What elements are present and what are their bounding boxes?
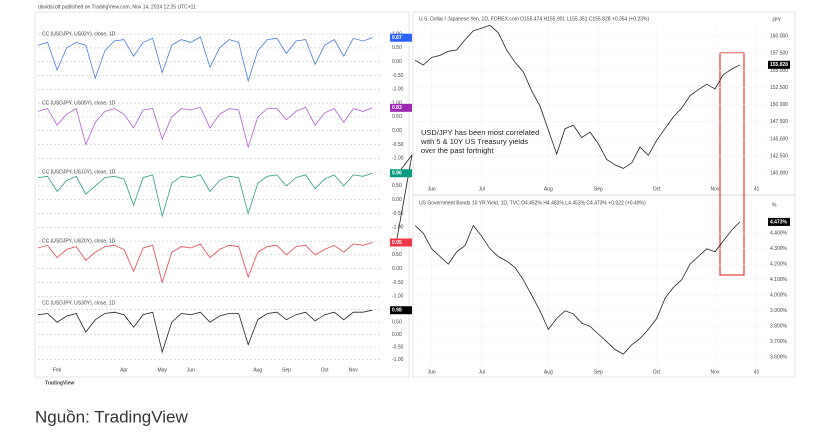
y-tick-label: 155.000 [770,68,788,74]
last-value-label: 0.83 [392,105,402,111]
chart-title: CC (USDJPY, US20Y), close, 1D [42,238,116,244]
y-tick-label: -1.00 [392,87,404,93]
x-tick-label: Oct [321,367,329,373]
x-tick-label: Feb [53,367,62,373]
unit-label: JPY [772,17,782,23]
last-value-label: 0.96 [392,171,402,177]
price-line [37,172,373,218]
x-tick-label: Aug [253,367,262,373]
last-value-badge [390,306,412,315]
chart-title: CC (USDJPY, US05Y), close, 1D [42,100,116,106]
y-tick-label: 0.00 [392,128,402,134]
x-tick-label: Oct [653,186,661,192]
x-tick-label: Sep [594,186,603,192]
annotation-box: USD/JPY has been most correlated with 5 … [421,128,540,155]
x-tick-label: Jun [428,186,436,192]
y-tick-label: 0.00 [392,266,402,272]
y-tick-label: 3.900% [770,308,788,314]
last-value-badge [390,33,412,42]
last-value-badge [768,217,790,226]
last-value-label: 0.95 [392,240,402,246]
y-tick-label: 140.000 [770,170,788,176]
price-line [37,309,373,354]
price-line [414,24,741,169]
x-tick-label: 41 [754,369,760,375]
y-tick-label: 0.00 [392,332,402,338]
y-tick-label: 142.500 [770,153,788,159]
last-value-badge [390,238,412,247]
y-tick-label: 1.00 [392,100,402,106]
y-tick-label: 147.500 [770,119,788,125]
y-tick-label: 157.500 [770,51,788,57]
x-tick-label: Jul [478,186,484,192]
last-value-label: 0.87 [392,35,402,41]
y-tick-label: 4.200% [770,262,788,268]
chart-title: CC (USDJPY, US30Y), close, 1D [42,300,116,306]
last-value-label: 4.473% [770,219,788,225]
last-value-badge [768,60,790,69]
caption: Nguồn: TradingView [35,407,189,426]
y-tick-label: 145.000 [770,136,788,142]
y-tick-label: 0.50 [392,183,402,189]
y-tick-label: -0.50 [392,142,404,148]
price-line [37,36,373,83]
y-tick-label: 0.50 [392,320,402,326]
x-tick-label: Aug [544,186,553,192]
y-tick-label: 0.00 [392,197,402,203]
last-value-badge [390,169,412,178]
x-tick-label: 41 [754,186,760,192]
x-tick-label: May [157,367,167,373]
x-tick-label: Sep [282,367,291,373]
y-tick-label: 0.50 [392,114,402,120]
y-tick-label: -1.00 [392,357,404,363]
y-tick-label: 4.400% [770,231,788,237]
x-tick-label: Oct [653,369,661,375]
y-tick-label: 160.000 [770,34,788,40]
last-value-label: 0.98 [392,308,402,314]
y-tick-label: 3.600% [770,355,788,361]
price-line [37,242,373,284]
header: davidscott published on TradingView.com,… [38,4,196,10]
y-tick-label: 0.00 [392,59,402,65]
price-line [414,221,741,355]
y-tick-label: 152.500 [770,85,788,91]
y-tick-label: -0.50 [392,73,404,79]
y-tick-label: -1.00 [392,294,404,300]
x-tick-label: Jun [187,367,195,373]
chart-title: U.S. Dollar / Japanese Yen, 1D, FOREX.co… [419,16,649,22]
y-tick-label: 3.800% [770,324,788,330]
x-tick-label: Apr [120,367,128,373]
y-tick-label: 150.000 [770,102,788,108]
highlight-box [719,52,745,276]
y-tick-label: 4.100% [770,277,788,283]
chart-title: US Government Bonds 10 YR Yield, 1D, TVC… [419,200,646,206]
x-tick-label: Nov [711,186,720,192]
y-tick-label: -1.00 [392,225,404,231]
y-tick-label: -0.50 [392,344,404,350]
y-tick-label: -1.00 [392,156,404,162]
chart-title: CC (USDJPY, US02Y), close, 1D [42,31,116,37]
x-tick-label: Aug [544,369,553,375]
annotation: USD/JPY has been most correlated with 5 … [421,128,540,155]
y-tick-label: 4.000% [770,293,788,299]
y-tick-label: 4.300% [770,246,788,252]
footer-logo: TradingView [45,380,74,386]
y-tick-label: 0.50 [392,45,402,51]
x-tick-label: Nov [349,367,358,373]
x-tick-label: Nov [711,369,720,375]
last-value-label: 155.828 [770,62,788,68]
y-tick-label: 3.700% [770,339,788,345]
x-tick-label: Jun [428,369,436,375]
price-line [37,106,373,149]
y-tick-label: -0.50 [392,280,404,286]
last-value-badge [390,103,412,112]
x-tick-label: Sep [594,369,603,375]
y-tick-label: 0.50 [392,252,402,258]
y-tick-label: -0.50 [392,211,404,217]
chart-title: CC (USDJPY, US10Y), close, 1D [42,169,116,175]
unit-label: % [772,202,777,208]
x-tick-label: Jul [478,369,484,375]
